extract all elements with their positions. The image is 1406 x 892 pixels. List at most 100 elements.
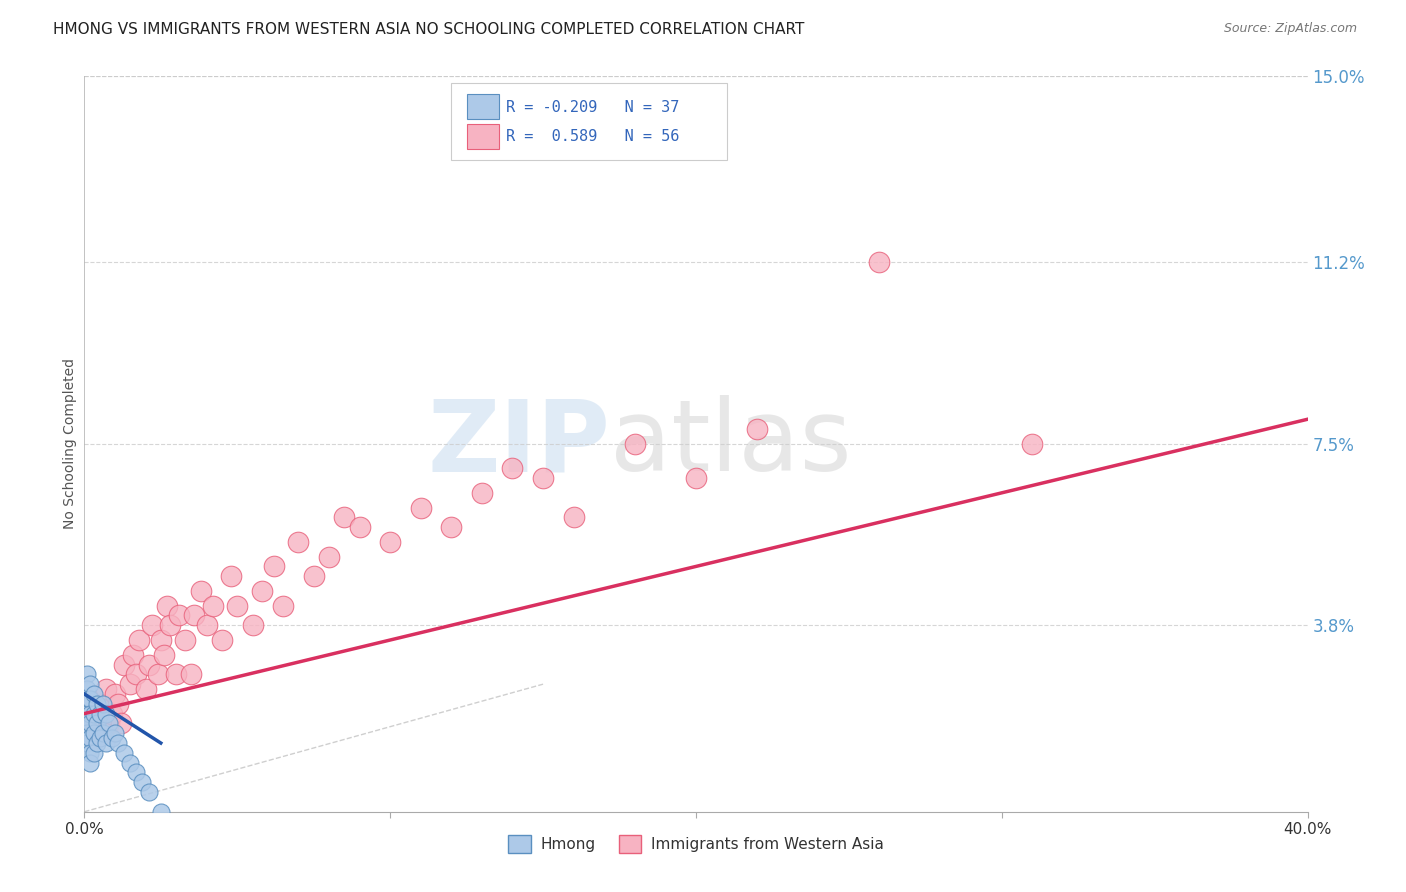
Point: [125, 765, 148, 780]
Point: [89, 731, 111, 746]
Point: [76, 706, 98, 721]
Point: [107, 697, 129, 711]
Text: HMONG VS IMMIGRANTS FROM WESTERN ASIA NO SCHOOLING COMPLETED CORRELATION CHART: HMONG VS IMMIGRANTS FROM WESTERN ASIA NO…: [53, 22, 804, 37]
Point: [89, 706, 111, 721]
Point: [120, 756, 142, 770]
Point: [76, 736, 98, 750]
Point: [122, 648, 145, 662]
Point: [110, 716, 132, 731]
Point: [104, 687, 127, 701]
Point: [250, 583, 273, 598]
Point: [79, 746, 101, 760]
Text: atlas: atlas: [610, 395, 852, 492]
Point: [440, 520, 463, 534]
Point: [94, 736, 117, 750]
Point: [101, 731, 124, 746]
Point: [183, 608, 205, 623]
Point: [242, 618, 264, 632]
Point: [83, 731, 105, 746]
Text: R =  0.589   N = 56: R = 0.589 N = 56: [506, 129, 679, 145]
Point: [149, 805, 172, 819]
Point: [101, 706, 124, 721]
Point: [747, 422, 769, 436]
Point: [869, 255, 891, 269]
Point: [156, 599, 179, 613]
Point: [125, 667, 148, 681]
Point: [685, 471, 707, 485]
Point: [471, 485, 494, 500]
Point: [120, 677, 142, 691]
Point: [76, 697, 98, 711]
Point: [76, 726, 98, 740]
Point: [112, 657, 135, 672]
FancyBboxPatch shape: [451, 83, 727, 161]
Point: [79, 677, 101, 691]
Point: [86, 697, 108, 711]
Point: [79, 716, 101, 731]
Legend: Hmong, Immigrants from Western Asia: Hmong, Immigrants from Western Asia: [502, 829, 890, 859]
Point: [138, 785, 160, 799]
Point: [153, 648, 176, 662]
Point: [624, 436, 647, 450]
Point: [104, 726, 127, 740]
FancyBboxPatch shape: [467, 124, 499, 149]
Point: [86, 706, 108, 721]
Point: [263, 559, 285, 574]
Point: [149, 633, 172, 648]
Point: [380, 534, 402, 549]
Point: [138, 657, 160, 672]
Point: [97, 716, 120, 731]
Point: [146, 667, 169, 681]
Point: [97, 716, 120, 731]
Point: [94, 706, 117, 721]
Point: [159, 618, 181, 632]
Point: [271, 599, 294, 613]
Point: [86, 736, 108, 750]
Text: R = -0.209   N = 37: R = -0.209 N = 37: [506, 100, 679, 115]
FancyBboxPatch shape: [467, 95, 499, 120]
Point: [79, 706, 101, 721]
Point: [531, 471, 554, 485]
Point: [91, 697, 114, 711]
Point: [91, 726, 114, 740]
Point: [502, 461, 524, 475]
Point: [349, 520, 371, 534]
Point: [409, 500, 432, 515]
Point: [190, 583, 212, 598]
Point: [128, 633, 150, 648]
Text: ZIP: ZIP: [427, 395, 610, 492]
Point: [83, 726, 105, 740]
Point: [201, 599, 224, 613]
Point: [174, 633, 197, 648]
Point: [83, 706, 105, 721]
Point: [165, 667, 187, 681]
Point: [211, 633, 233, 648]
Point: [76, 681, 98, 696]
Point: [83, 687, 105, 701]
Point: [83, 746, 105, 760]
Point: [562, 510, 585, 524]
Point: [302, 569, 325, 583]
Point: [112, 746, 135, 760]
Point: [219, 569, 242, 583]
Point: [79, 731, 101, 746]
Point: [79, 692, 101, 706]
Point: [135, 681, 157, 696]
Point: [76, 667, 98, 681]
Point: [107, 736, 129, 750]
Point: [167, 608, 190, 623]
Point: [79, 756, 101, 770]
Point: [141, 618, 163, 632]
Point: [333, 510, 356, 524]
Point: [195, 618, 218, 632]
Point: [89, 697, 111, 711]
Point: [226, 599, 249, 613]
Text: Source: ZipAtlas.com: Source: ZipAtlas.com: [1223, 22, 1357, 36]
Point: [76, 716, 98, 731]
Point: [86, 716, 108, 731]
Point: [287, 534, 309, 549]
Point: [131, 775, 153, 789]
Point: [91, 726, 114, 740]
Point: [79, 716, 101, 731]
Point: [180, 667, 202, 681]
